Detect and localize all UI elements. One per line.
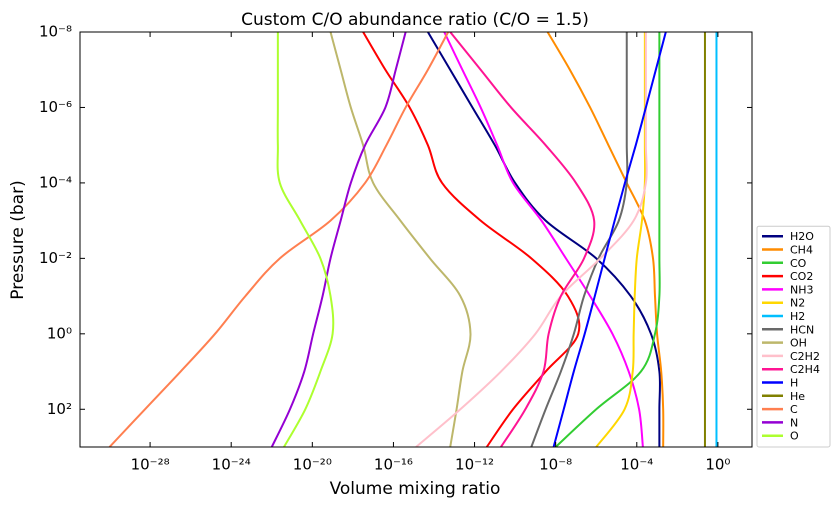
legend-label: N [790,416,798,429]
legend-label: H2 [790,310,805,323]
series-line [552,32,667,447]
legend-label: H2O [790,230,814,243]
series-line [108,32,450,447]
x-tick-label: 10⁻²⁰ [293,456,332,474]
plot-lines [108,32,718,447]
legend-label: CH4 [790,244,813,257]
x-tick-label: 10⁻²⁸ [131,456,170,474]
legend-label: OH [790,337,807,350]
series-line [546,32,665,447]
x-axis-label: Volume mixing ratio [330,479,501,499]
legend-label: N2 [790,297,805,310]
x-tick-label: 10⁻²⁴ [212,456,251,474]
x-tick-label: 10⁰ [705,456,730,474]
plot-frame [79,31,753,448]
legend-label: C [790,403,798,416]
x-tick-label: 10⁻⁸ [539,456,572,474]
y-tick-label: 10⁻² [39,249,72,267]
legend-label: NH3 [790,283,814,296]
legend-label: He [790,390,805,403]
y-tick-label: 10² [47,400,72,418]
series-line [276,32,335,447]
legend-label: C2H2 [790,350,820,363]
series-line [443,32,644,447]
series-line [554,32,661,447]
y-axis-label: Pressure (bar) [8,180,28,299]
y-tick-label: 10⁻⁴ [39,173,72,191]
y-tick-label: 10⁰ [47,324,72,342]
series-line [449,32,596,447]
legend-label: O [790,430,799,443]
x-tick-label: 10⁻⁴ [620,456,653,474]
y-tick-label: 10⁻⁸ [39,23,72,41]
legend-label: CO [790,257,807,270]
legend-label: C2H4 [790,363,820,376]
series-line [427,32,661,447]
chart-title: Custom C/O abundance ratio (C/O = 1.5) [241,10,589,30]
legend-label: HCN [790,323,814,336]
series-line [329,32,472,447]
legend-label: CO2 [790,270,813,283]
legend-label: H [790,377,798,390]
series-line [270,32,407,447]
x-tick-label: 10⁻¹² [455,456,494,474]
y-tick-label: 10⁻⁶ [39,98,72,116]
legend-box [756,225,831,448]
x-tick-label: 10⁻¹⁶ [374,456,413,474]
